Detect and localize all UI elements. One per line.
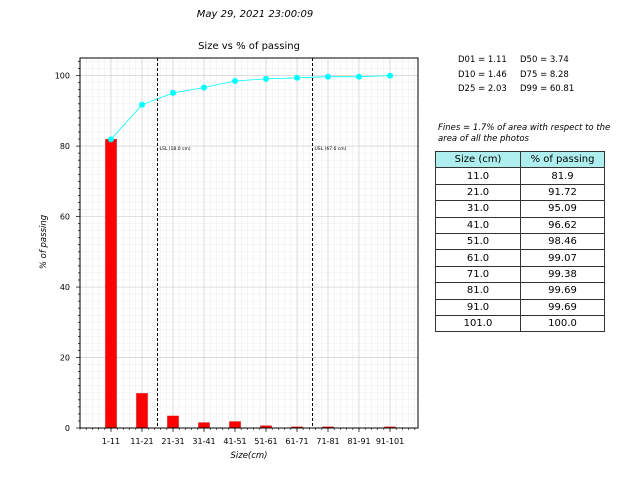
table-cell-size: 51.0 [435, 232, 521, 251]
x-tick-label: 71-81 [316, 437, 339, 446]
line-point-41-51 [232, 78, 238, 85]
y-axis-label: % of passing [39, 214, 49, 269]
table-row: 81.0 99.69 [435, 282, 605, 300]
line-point-11-21 [139, 101, 145, 108]
table-header-row: Size (cm) % of passing [435, 150, 605, 169]
line-point-21-31 [170, 89, 176, 96]
table-row: 21.0 91.72 [435, 183, 605, 202]
table-cell-passing: 96.62 [520, 216, 605, 234]
x-tick-label: 11-21 [130, 437, 153, 446]
line-point-71-81 [325, 73, 331, 80]
table-cell-size: 71.0 [435, 265, 521, 284]
table-cell-passing: 81.9 [520, 167, 605, 185]
stat-d10: D10 = 1.46 [458, 69, 507, 80]
table-header-size: Size (cm) [435, 150, 521, 169]
table-row: 41.0 96.62 [435, 216, 605, 234]
chart-title: Size vs % of passing [198, 41, 300, 52]
x-tick-label: 51-61 [254, 437, 277, 446]
table-row: 71.0 99.38 [435, 265, 605, 284]
line-point-91-101 [387, 72, 393, 79]
table-cell-size: 91.0 [435, 298, 521, 316]
table-cell-passing: 100.0 [520, 314, 605, 333]
table-cell-size: 11.0 [435, 167, 521, 185]
table-cell-passing: 99.38 [520, 265, 605, 284]
bar-31-41 [198, 422, 210, 429]
table-row: 61.0 99.07 [435, 249, 605, 267]
table-row: 91.0 99.69 [435, 298, 605, 316]
spec-line-label: USL (67.6 cm) [315, 146, 347, 152]
line-point-61-71 [294, 74, 300, 81]
table-row: 31.0 95.09 [435, 200, 605, 218]
table-row: 11.0 81.9 [435, 167, 605, 185]
table-cell-passing: 99.07 [520, 249, 605, 267]
y-tick-label: 100 [55, 72, 70, 81]
x-tick-label: 1-11 [102, 437, 120, 446]
table-cell-passing: 99.69 [520, 298, 605, 316]
spec-lines: LSL (18.0 cm) USL (67.6 cm) [157, 58, 347, 428]
percentile-stats: D01 = 1.11 D50 = 3.74 D10 = 1.46 D75 = 8… [458, 53, 582, 97]
grid [79, 58, 418, 429]
table-cell-size: 41.0 [435, 216, 521, 234]
axes: 0 20 40 60 80 100 1-11 11-21 21-31 31-41 41-51 51-6… [55, 57, 419, 446]
table-cell-size: 21.0 [435, 183, 521, 202]
x-tick-label: 91-101 [376, 437, 404, 446]
table-header-passing: % of passing [520, 150, 605, 169]
x-tick-label: 61-71 [285, 437, 308, 446]
x-axis-label: Size(cm) [230, 451, 267, 461]
spec-line-label: LSL (18.0 cm) [160, 146, 191, 152]
stat-d50: D50 = 3.74 [520, 55, 569, 65]
table-cell-passing: 98.46 [520, 232, 605, 251]
line-point-1-11 [108, 136, 114, 143]
y-tick-label: 20 [60, 354, 70, 363]
bar-41-51 [229, 421, 241, 429]
bar-11-21 [136, 393, 148, 429]
table-cell-passing: 91.72 [520, 183, 605, 202]
table-cell-size: 61.0 [435, 249, 521, 267]
plot-area [80, 58, 418, 428]
y-tick-label: 80 [60, 142, 70, 151]
table-row: 51.0 98.46 [435, 232, 605, 251]
table-cell-size: 101.0 [435, 314, 521, 333]
stat-d99: D99 = 60.81 [520, 84, 575, 94]
x-tick-label: 81-91 [347, 437, 370, 446]
axes-frame [79, 57, 419, 429]
table-body: 11.0 81.9 21.0 91.72 31.0 95.09 41.0 96.62 51.0 9… [435, 167, 605, 333]
line-point-51-61 [263, 75, 269, 82]
x-tick-label: 21-31 [161, 437, 184, 446]
table-cell-passing: 95.09 [520, 200, 605, 218]
passing-table: Size (cm) % of passing 11.0 81.9 21.0 91.72… [435, 150, 605, 333]
size-distribution-chart: Size vs % of passing LSL (18.0 cm) USL (6… [39, 41, 419, 461]
fines-note: Fines = 1.7% of area with respect to the… [438, 123, 611, 144]
line-point-31-41 [201, 84, 207, 91]
table-cell-size: 31.0 [435, 200, 521, 218]
y-tick-label: 40 [60, 283, 70, 292]
cumulative-polyline [110, 75, 391, 140]
table-cell-passing: 99.69 [520, 282, 605, 300]
y-tick-label: 0 [65, 424, 70, 433]
stat-d01: D01 = 1.11 [458, 55, 507, 65]
y-tick-label: 60 [60, 213, 70, 222]
stat-d75: D75 = 8.28 [520, 69, 569, 80]
table-cell-size: 81.0 [435, 282, 521, 300]
bar-1-11 [105, 139, 117, 429]
line-point-81-91 [356, 73, 362, 80]
timestamp: May 29, 2021 23:00:09 [196, 9, 314, 20]
x-tick-label: 31-41 [192, 437, 215, 446]
cumulative-line [108, 72, 393, 143]
x-tick-label: 41-51 [223, 437, 246, 446]
table-row: 101.0 100.0 [435, 314, 605, 333]
bar-21-31 [167, 415, 179, 429]
stat-d25: D25 = 2.03 [458, 84, 507, 94]
